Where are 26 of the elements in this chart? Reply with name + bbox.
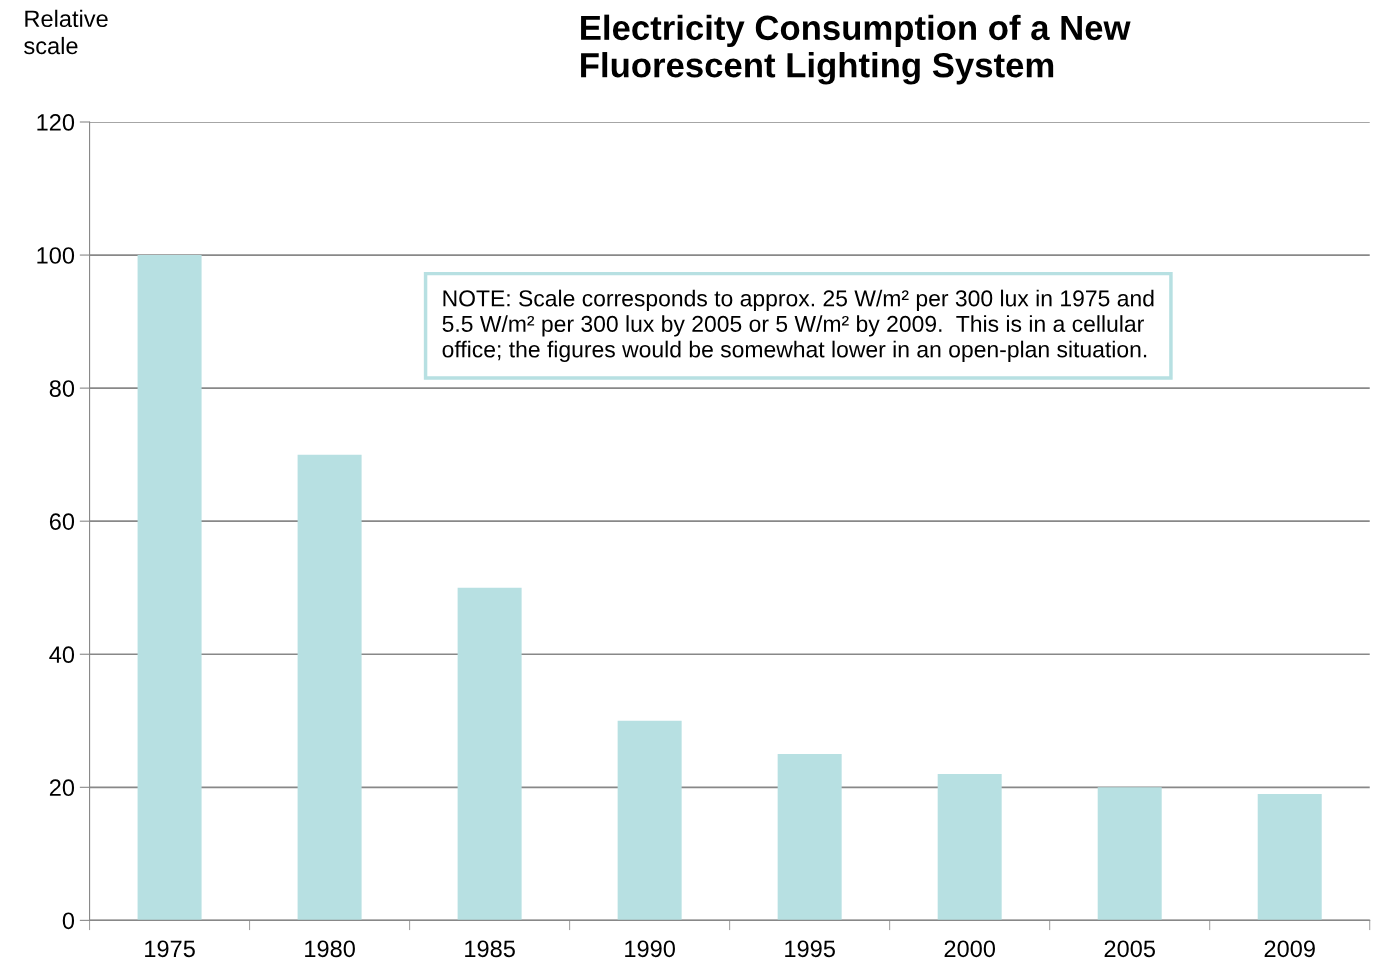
y-tick-label: 40 — [49, 646, 75, 664]
bar — [137, 255, 202, 921]
bar — [617, 720, 682, 921]
x-tick-label: 1990 — [625, 940, 675, 958]
x-tick-label: 2000 — [944, 940, 996, 958]
x-tick-label: 1985 — [465, 940, 515, 958]
y-tick-label: 0 — [62, 912, 75, 930]
x-tick-label: 2009 — [1264, 940, 1315, 958]
y-tick-label: 20 — [49, 779, 75, 797]
bar — [777, 754, 842, 921]
bar — [297, 454, 362, 921]
y-tick-label: 100 — [37, 247, 75, 264]
y-tick-label: 80 — [49, 380, 75, 397]
x-tick-label: 1980 — [305, 940, 355, 958]
bar — [1097, 787, 1162, 921]
bar — [457, 587, 522, 921]
annotation: NOTE: Scale corresponds to approx. 25 W/m² per 300 lux in 1975 and 5.5 W/m² per 300 lux by 2005 or 5 W/m² by 2009. This is in a cellular office; the figures would be somewhat lower in an open-plan situation. — [442, 289, 1154, 363]
bar — [1257, 793, 1322, 921]
y-axis-title: Relative scale — [24, 9, 108, 55]
x-tick-label: 1975 — [145, 940, 195, 958]
chart-title: Electricity Consumption of a New Fluorescent Lighting System — [581, 14, 1131, 85]
bar — [937, 774, 1002, 921]
x-tick-label: 1995 — [785, 940, 835, 958]
y-tick-label: 60 — [49, 513, 75, 530]
x-tick-label: 2005 — [1104, 940, 1155, 958]
y-tick-label: 120 — [37, 114, 75, 131]
